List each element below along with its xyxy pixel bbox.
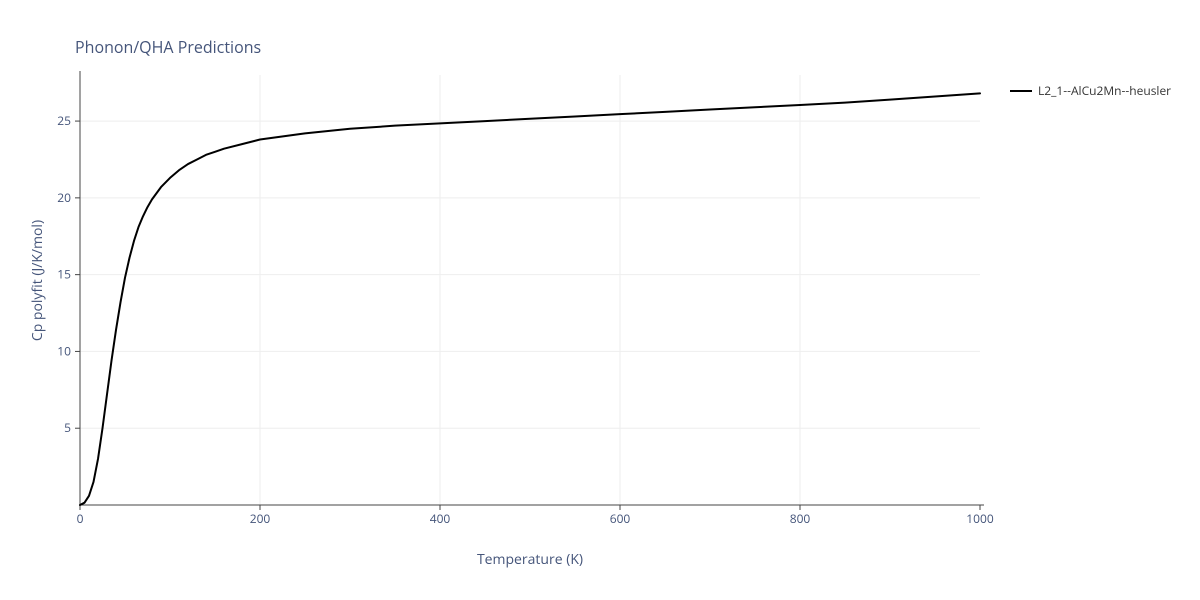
y-tick-label: 25 bbox=[57, 112, 71, 129]
x-tick-label: 1000 bbox=[966, 510, 994, 527]
x-tick-label: 600 bbox=[610, 510, 631, 527]
legend[interactable]: L2_1--AlCu2Mn--heusler bbox=[1010, 82, 1171, 99]
y-tick-label: 10 bbox=[57, 342, 71, 359]
y-tick-label: 5 bbox=[64, 419, 71, 436]
y-tick-label: 20 bbox=[57, 189, 71, 206]
chart-container: Phonon/QHA Predictions 02004006008001000… bbox=[0, 0, 1200, 600]
legend-swatch bbox=[1010, 90, 1032, 92]
y-tick-label: 15 bbox=[57, 266, 71, 283]
series-line[interactable] bbox=[80, 93, 980, 505]
x-tick-label: 0 bbox=[77, 510, 84, 527]
x-tick-label: 400 bbox=[430, 510, 451, 527]
y-axis-label: Cp polyfit (J/K/mol) bbox=[28, 66, 47, 496]
x-tick-label: 800 bbox=[790, 510, 811, 527]
legend-label: L2_1--AlCu2Mn--heusler bbox=[1038, 82, 1171, 99]
x-tick-label: 200 bbox=[250, 510, 271, 527]
x-axis-label: Temperature (K) bbox=[0, 550, 1060, 569]
